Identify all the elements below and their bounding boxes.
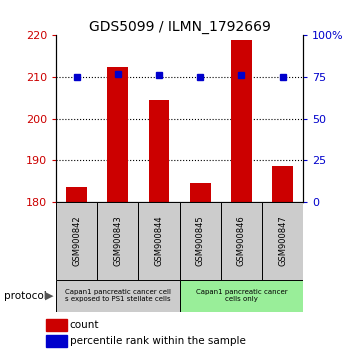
Text: GSM900844: GSM900844 [155, 215, 164, 266]
Text: Capan1 pancreatic cancer cell
s exposed to PS1 stellate cells: Capan1 pancreatic cancer cell s exposed … [65, 289, 171, 302]
Bar [97, 202, 138, 280]
Bar [46, 335, 68, 347]
Text: GSM900846: GSM900846 [237, 215, 246, 266]
Bar [56, 280, 180, 312]
Text: percentile rank within the sample: percentile rank within the sample [70, 336, 245, 346]
Bar [46, 319, 68, 331]
Bar [231, 40, 252, 202]
Text: GSM900847: GSM900847 [278, 215, 287, 266]
Bar [56, 202, 97, 280]
Text: ▶: ▶ [45, 291, 54, 301]
Text: count: count [70, 320, 99, 330]
Bar [180, 202, 221, 280]
Title: GDS5099 / ILMN_1792669: GDS5099 / ILMN_1792669 [89, 21, 270, 34]
Text: GSM900843: GSM900843 [113, 215, 122, 266]
Bar [190, 183, 210, 202]
Bar [138, 202, 180, 280]
Bar [149, 100, 169, 202]
Bar [180, 280, 303, 312]
Text: protocol: protocol [4, 291, 46, 301]
Text: GSM900845: GSM900845 [196, 215, 205, 266]
Bar [272, 166, 293, 202]
Text: GSM900842: GSM900842 [72, 215, 81, 266]
Bar [66, 187, 87, 202]
Text: Capan1 pancreatic cancer
cells only: Capan1 pancreatic cancer cells only [196, 289, 287, 302]
Bar [262, 202, 303, 280]
Bar [108, 67, 128, 202]
Bar [221, 202, 262, 280]
